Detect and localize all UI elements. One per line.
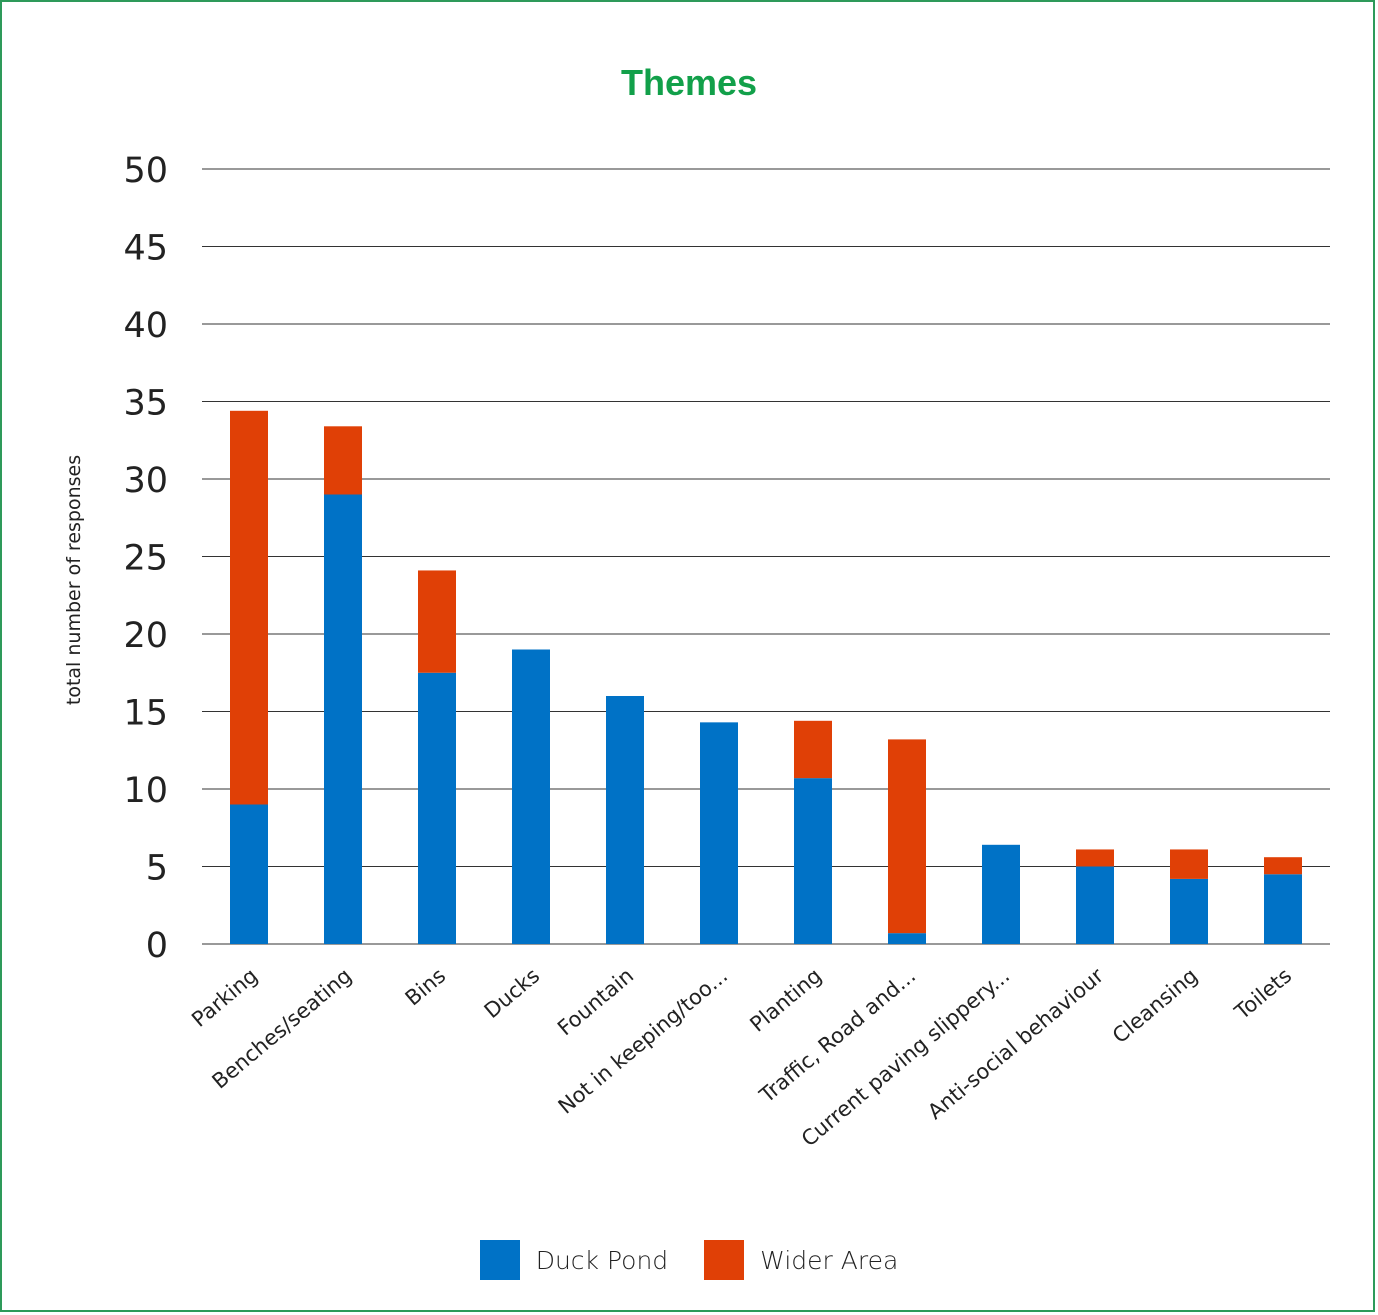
x-tick-label: Parking [187, 963, 262, 1031]
y-tick-label: 20 [123, 616, 168, 656]
bar-segment-wider-area [794, 720, 832, 779]
bar-segment-wider-area [418, 570, 456, 673]
bar-segment-duck-pond [982, 844, 1020, 944]
chart-title: Themes [620, 62, 758, 103]
y-tick-label: 30 [123, 461, 168, 501]
bar-segment-wider-area [1264, 857, 1302, 875]
bar-segment-duck-pond [606, 696, 644, 944]
legend-label-wider-area: Wider Area [760, 1245, 899, 1275]
legend: Duck Pond Wider Area [0, 1240, 1378, 1280]
bar-segment-duck-pond [324, 494, 362, 944]
legend-item-duck-pond: Duck Pond [479, 1240, 669, 1280]
y-tick-label: 50 [123, 151, 168, 191]
bar-segment-duck-pond [230, 804, 268, 944]
y-tick-label: 5 [146, 849, 168, 889]
bar-segment-duck-pond [1170, 878, 1208, 944]
bar-segment-duck-pond [700, 722, 738, 944]
bar-segment-duck-pond [1264, 874, 1302, 944]
bar-segment-wider-area [1076, 849, 1114, 867]
bar-segment-duck-pond [512, 649, 550, 944]
gridlines [202, 168, 1330, 945]
y-tick-label: 10 [123, 771, 168, 811]
y-tick-label: 0 [146, 926, 168, 966]
x-tick-label: Ducks [480, 963, 545, 1023]
x-tick-label: Toilets [1230, 963, 1297, 1024]
x-tick-label: Anti-social behaviour [923, 963, 1108, 1124]
legend-item-wider-area: Wider Area [704, 1240, 898, 1280]
legend-swatch-wider-area [704, 1240, 745, 1280]
bar-segment-wider-area [1170, 849, 1208, 879]
bars [230, 410, 1302, 944]
bar-segment-duck-pond [794, 778, 832, 944]
bar-segment-wider-area [324, 426, 362, 495]
x-tick-label: Planting [745, 963, 826, 1036]
legend-swatch-duck-pond [479, 1240, 520, 1280]
bar-segment-wider-area [230, 410, 268, 805]
x-tick-label: Not in keeping/too... [554, 963, 733, 1118]
x-tick-label: Fountain [553, 963, 638, 1040]
y-tick-label: 25 [123, 539, 168, 579]
legend-label-duck-pond: Duck Pond [535, 1245, 669, 1275]
x-tick-label: Bins [401, 963, 451, 1010]
bar-segment-duck-pond [1076, 866, 1114, 944]
bar-segment-duck-pond [418, 672, 456, 944]
x-tick-label: Traffic, Road and... [754, 963, 920, 1108]
bar-segment-duck-pond [888, 933, 926, 944]
bar-segment-wider-area [888, 739, 926, 934]
y-tick-label: 45 [123, 229, 168, 269]
y-axis-label: total number of responses [63, 455, 85, 705]
y-tick-labels: 0 5 10 15 20 25 30 35 40 45 50 [123, 151, 168, 966]
x-tick-label: Cleansing [1108, 963, 1202, 1048]
y-tick-label: 15 [123, 694, 168, 734]
y-tick-label: 35 [123, 384, 168, 424]
y-tick-label: 40 [123, 306, 168, 346]
